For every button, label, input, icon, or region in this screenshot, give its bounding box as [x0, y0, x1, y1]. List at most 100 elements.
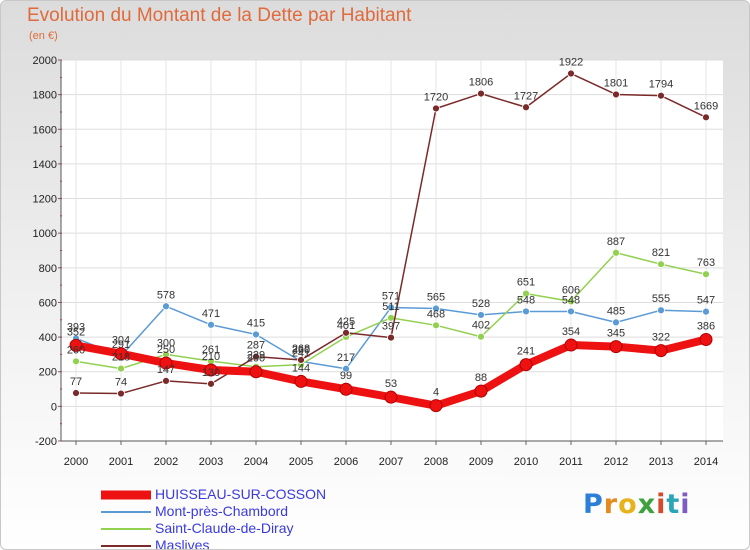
data-point-mont-pr-s-chambord [162, 302, 170, 311]
legend-label-mont-pres-chambord: Mont-près-Chambord [155, 503, 289, 519]
data-label-saint-claude-de-diray: 821 [652, 247, 670, 259]
data-label-mont-pr-s-chambord: 415 [247, 317, 265, 329]
data-label-saint-claude-de-diray: 606 [562, 284, 580, 296]
x-tick-label: 2011 [559, 456, 583, 468]
data-label-huisseau-sur-cosson: 144 [292, 362, 310, 374]
legend-swatch-saint-claude [101, 528, 151, 530]
data-point-mont-pr-s-chambord [702, 307, 710, 316]
data-label-saint-claude-de-diray: 229 [247, 350, 265, 362]
data-point-maslives [567, 69, 575, 78]
data-label-saint-claude-de-diray: 468 [427, 308, 445, 320]
data-label-mont-pr-s-chambord: 471 [202, 308, 220, 320]
data-label-maslives: 74 [115, 377, 127, 389]
data-point-maslives [477, 89, 485, 98]
data-label-maslives: 1669 [694, 100, 718, 112]
data-point-saint-claude-de-diray [477, 332, 485, 341]
legend-item-huisseau: HUISSEAU-SUR-COSSON [101, 486, 401, 504]
y-tick-label: 1600 [33, 124, 57, 136]
data-point-maslives [702, 113, 710, 122]
data-point-huisseau-sur-cosson [69, 338, 83, 352]
x-tick-label: 2002 [154, 456, 178, 468]
data-point-saint-claude-de-diray [567, 297, 575, 306]
data-label-huisseau-sur-cosson: 4 [433, 387, 439, 399]
legend: HUISSEAU-SUR-COSSON Mont-près-Chambord S… [101, 486, 401, 549]
data-label-mont-pr-s-chambord: 217 [337, 352, 355, 364]
data-label-saint-claude-de-diray: 651 [517, 277, 535, 289]
data-label-maslives: 1727 [514, 90, 538, 102]
y-tick-label: 600 [39, 297, 57, 309]
y-tick-label: 2000 [33, 55, 57, 67]
data-point-huisseau-sur-cosson [699, 333, 713, 347]
data-label-saint-claude-de-diray: 260 [67, 344, 85, 356]
data-label-huisseau-sur-cosson: 200 [247, 353, 265, 365]
data-label-saint-claude-de-diray: 241 [292, 348, 310, 360]
data-labels: 393 291 578 471 415 260 217 571 565 528 548 548 485 5… [67, 57, 718, 399]
legend-label-huisseau: HUISSEAU-SUR-COSSON [155, 486, 327, 502]
data-point-huisseau-sur-cosson [339, 382, 353, 396]
x-tick-label: 2008 [424, 456, 448, 468]
data-label-saint-claude-de-diray: 401 [337, 320, 355, 332]
data-label-huisseau-sur-cosson: 53 [385, 378, 397, 390]
axes: -200 0 200 400 600 800 1000 1200 1400 1600 1800 200… [33, 55, 723, 468]
data-point-mont-pr-s-chambord [657, 306, 665, 315]
data-point-huisseau-sur-cosson [609, 340, 623, 354]
data-point-maslives [612, 90, 620, 99]
data-label-huisseau-sur-cosson: 88 [475, 372, 487, 384]
data-label-maslives: 1806 [469, 77, 493, 89]
chart-subtitle: (en €) [29, 30, 58, 42]
data-label-mont-pr-s-chambord: 565 [427, 292, 445, 304]
data-point-huisseau-sur-cosson [519, 358, 533, 372]
y-tick-label: 1200 [33, 194, 57, 206]
data-point-mont-pr-s-chambord [207, 320, 215, 329]
data-label-huisseau-sur-cosson: 345 [607, 328, 625, 340]
data-label-huisseau-sur-cosson: 354 [562, 326, 580, 338]
legend-swatch-maslives [101, 545, 151, 547]
data-point-saint-claude-de-diray [522, 289, 530, 298]
data-label-mont-pr-s-chambord: 528 [472, 298, 490, 310]
data-label-saint-claude-de-diray: 300 [157, 337, 175, 349]
x-tick-label: 2000 [64, 456, 88, 468]
legend-swatch-huisseau [101, 490, 151, 500]
data-label-huisseau-sur-cosson: 99 [340, 370, 352, 382]
data-label-mont-pr-s-chambord: 555 [652, 293, 670, 305]
x-tick-label: 2005 [289, 456, 313, 468]
data-point-maslives [522, 103, 530, 112]
data-point-maslives [432, 104, 440, 113]
data-label-saint-claude-de-diray: 402 [472, 320, 490, 332]
data-label-maslives: 77 [70, 376, 82, 388]
legend-swatch-mont-pres-chambord [101, 511, 151, 513]
data-label-mont-pr-s-chambord: 393 [67, 321, 85, 333]
data-point-saint-claude-de-diray [117, 364, 125, 373]
x-tick-label: 2010 [514, 456, 538, 468]
y-tick-label: 0 [51, 401, 57, 413]
data-point-mont-pr-s-chambord [342, 364, 350, 373]
data-label-maslives: 1720 [424, 91, 448, 103]
data-point-huisseau-sur-cosson [564, 338, 578, 352]
y-tick-label: 400 [39, 332, 57, 344]
data-label-maslives: 147 [157, 364, 175, 376]
data-label-mont-pr-s-chambord: 547 [697, 295, 715, 307]
data-label-maslives: 1922 [559, 57, 583, 69]
data-point-maslives [387, 333, 395, 342]
series-lines [69, 69, 713, 413]
data-point-maslives [207, 379, 215, 388]
x-tick-label: 2006 [334, 456, 358, 468]
y-tick-label: 200 [39, 367, 57, 379]
x-tick-label: 2003 [199, 456, 223, 468]
data-label-huisseau-sur-cosson: 386 [697, 321, 715, 333]
legend-item-maslives: Maslives [101, 537, 401, 549]
data-label-maslives: 1801 [604, 77, 628, 89]
data-point-huisseau-sur-cosson [654, 344, 668, 358]
x-tick-label: 2004 [244, 456, 268, 468]
data-label-saint-claude-de-diray: 763 [697, 257, 715, 269]
data-point-huisseau-sur-cosson [204, 363, 218, 377]
legend-label-saint-claude: Saint-Claude-de-Diray [155, 520, 294, 536]
data-point-huisseau-sur-cosson [294, 374, 308, 388]
y-tick-label: 1800 [33, 90, 57, 102]
data-label-mont-pr-s-chambord: 578 [157, 289, 175, 301]
data-point-huisseau-sur-cosson [159, 356, 173, 370]
data-label-huisseau-sur-cosson: 241 [517, 346, 535, 358]
data-point-maslives [297, 356, 305, 364]
data-point-maslives [342, 328, 350, 337]
data-point-maslives [252, 352, 260, 361]
